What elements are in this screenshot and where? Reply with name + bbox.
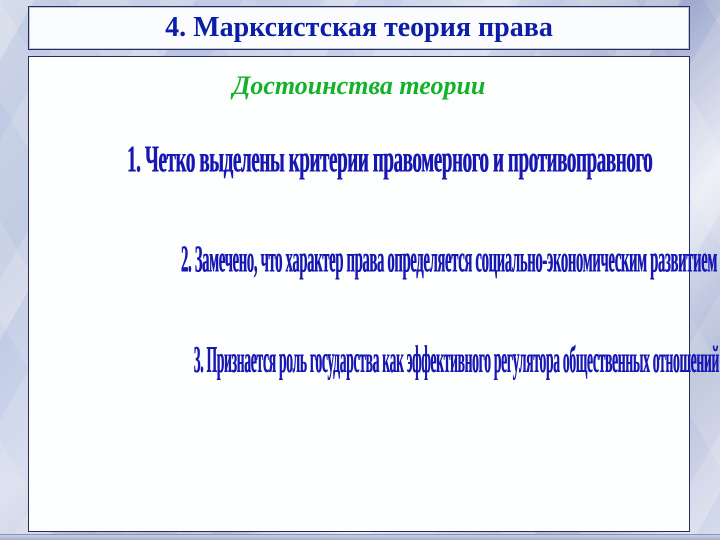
bottom-strip: [0, 534, 720, 540]
subtitle: Достоинства теории: [29, 71, 689, 101]
content-box: Достоинства теории 1. Четко выделены кри…: [28, 56, 690, 532]
slide-inner: 4. Марксистская теория права Достоинства…: [0, 0, 720, 540]
slide-title: 4. Марксистская теория права: [165, 12, 553, 44]
point-2: 2. Замечено, что характер права определя…: [181, 238, 537, 282]
point-3: 3. Признается роль государства как эффек…: [194, 338, 525, 382]
points-container: 1. Четко выделены критерии правомерного …: [41, 127, 677, 521]
point-1: 1. Четко выделены критерии правомерного …: [127, 138, 591, 182]
title-box: 4. Марксистская теория права: [28, 6, 690, 50]
